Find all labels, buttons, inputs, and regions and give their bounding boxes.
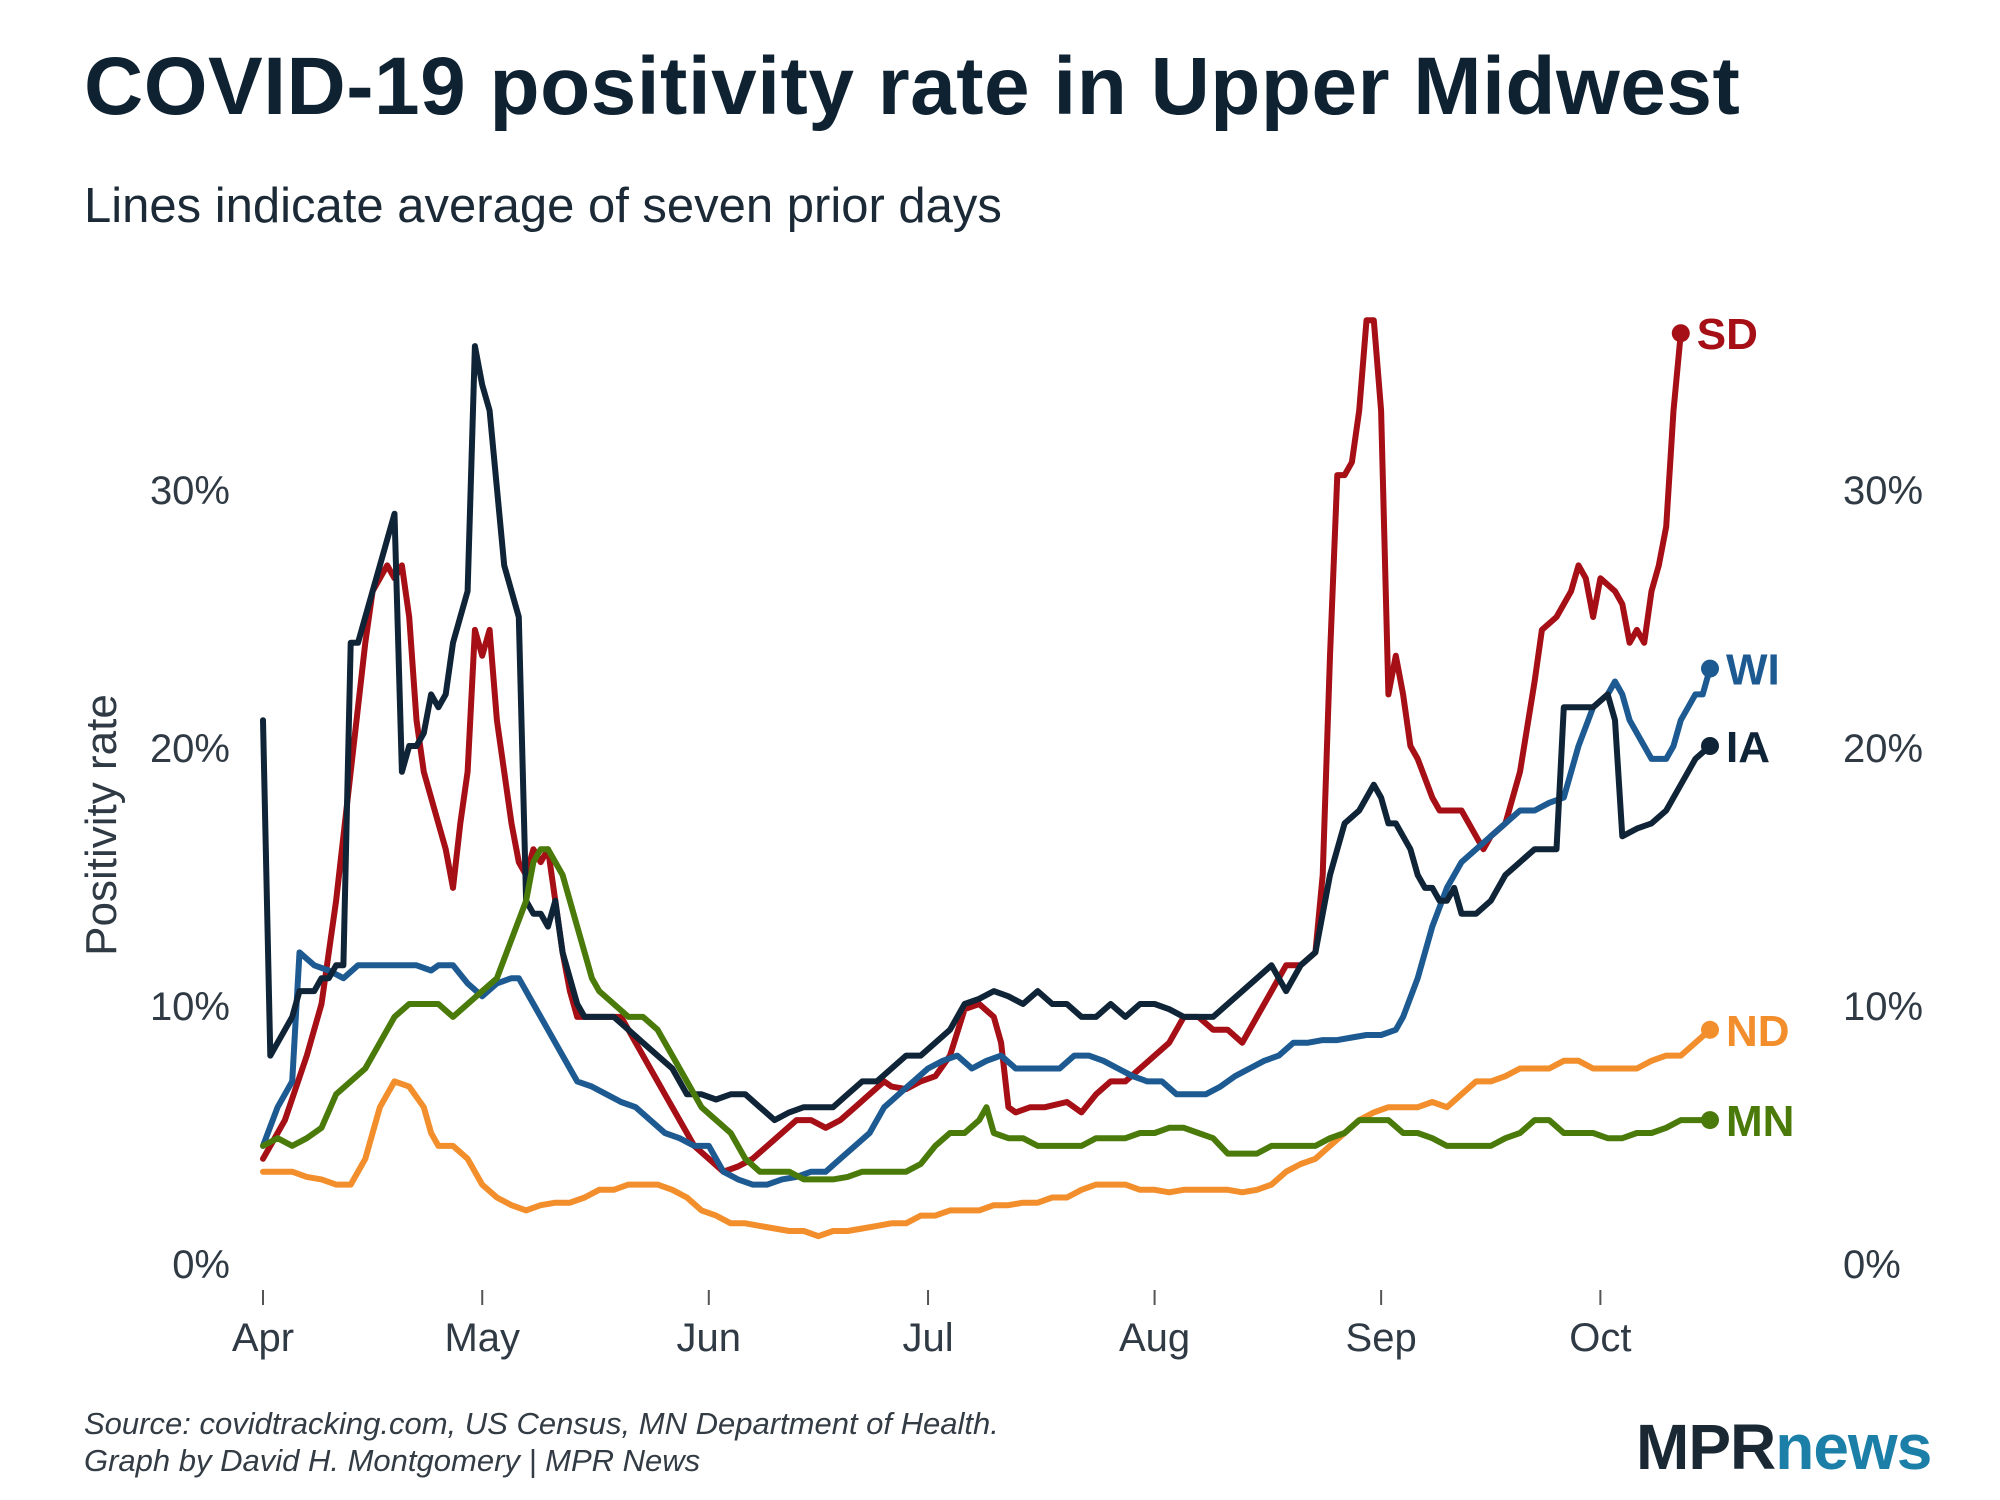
logo-part-news: news [1775,1411,1932,1483]
mpr-news-logo: MPRnews [1636,1410,1932,1484]
x-tick-label: Jul [902,1316,953,1360]
series-lines [260,317,1713,1240]
y-tick-label-left: 20% [150,727,230,771]
series-end-point-ia [1701,737,1719,755]
source-note: Source: covidtracking.com, US Census, MN… [84,1405,999,1479]
y-tick-label-left: 30% [150,469,230,513]
series-end-point-sd [1671,324,1690,343]
series-label-sd: SD [1697,310,1758,359]
series-label-mn: MN [1726,1097,1794,1146]
series-label-wi: WI [1726,646,1780,695]
y-tick-label-left: 10% [150,985,230,1029]
series-end-markers: SD WI IA ND MN [1671,310,1794,1146]
series-label-ia: IA [1726,723,1770,772]
logo-part-mpr: MPR [1636,1411,1776,1483]
y-axis-right: 0% 10% 20% 30% [1843,469,1923,1287]
x-tick-label: Oct [1569,1316,1631,1360]
source-line: Source: covidtracking.com, US Census, MN… [84,1406,999,1441]
series-line-ia [260,343,1713,1124]
x-tick-label: Sep [1346,1316,1417,1360]
y-tick-label-right: 20% [1843,727,1923,771]
series-line-sd [260,317,1684,1175]
series-end-point-mn [1701,1111,1719,1130]
y-tick-label-right: 10% [1843,985,1923,1029]
y-axis-label: Positivity rate [77,694,126,956]
x-tick-label: Jun [677,1316,742,1360]
y-tick-label-right: 0% [1843,1243,1901,1287]
chart-title: COVID-19 positivity rate in Upper Midwes… [84,41,1741,132]
series-line-nd [260,1026,1713,1240]
y-tick-label-left: 0% [172,1243,230,1287]
series-end-point-nd [1701,1020,1719,1039]
x-tick-label: Aug [1119,1316,1190,1360]
y-axis-left: 0% 10% 20% 30% [150,469,230,1287]
x-axis: Apr May Jun Jul Aug Sep Oct [232,1290,1631,1360]
series-end-point-wi [1701,659,1719,678]
series-line-wi [260,665,1713,1188]
x-tick-label: Apr [232,1316,294,1360]
series-line-mn [260,846,1713,1183]
x-tick-label: May [444,1316,520,1360]
series-label-nd: ND [1726,1007,1790,1056]
chart-subtitle: Lines indicate average of seven prior da… [84,179,1002,233]
y-tick-label-right: 30% [1843,469,1923,513]
line-chart: 0% 10% 20% 30% 0% 10% 20% 30% Apr May Jun Jul Aug S… [77,310,1923,1360]
credit-line: Graph by David H. Montgomery | MPR News [84,1443,701,1478]
